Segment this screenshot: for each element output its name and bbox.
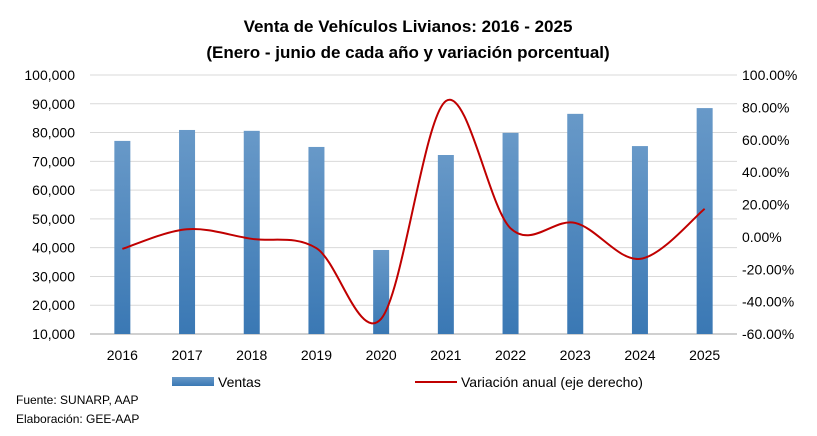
legend: Ventas Variación anual (eje derecho) [172,374,643,390]
variacion-line [122,98,706,324]
x-tick-label: 2021 [430,347,461,363]
right-tick-label: 100.00% [742,67,797,83]
x-tick-label: 2017 [171,347,202,363]
right-tick-label: 60.00% [742,132,789,148]
left-tick-label: 60,000 [32,182,75,198]
right-tick-label: 80.00% [742,99,789,115]
x-tick-label: 2022 [495,347,526,363]
legend-ventas: Ventas [218,374,261,390]
left-tick-label: 80,000 [32,125,75,141]
left-tick-label: 20,000 [32,297,75,313]
prepared-note: Elaboración: GEE-AAP [16,412,139,426]
right-tick-label: -40.00% [742,294,794,310]
right-tick-label: 0.00% [742,229,782,245]
bar-ventas-2025 [696,108,713,334]
x-tick-label: 2018 [236,347,267,363]
chart-title-line1: Venta de Vehículos Livianos: 2016 - 2025 [244,17,573,36]
x-tick-label: 2019 [301,347,332,363]
chart-title-line2: (Enero - junio de cada año y variación p… [206,43,609,62]
bar-ventas-2021 [437,155,454,334]
legend-bar-swatch [172,377,214,386]
right-tick-label: -60.00% [742,326,794,342]
x-tick-label: 2023 [560,347,591,363]
x-tick-label: 2016 [107,347,138,363]
left-tick-label: 100,000 [24,67,75,83]
bar-ventas-2019 [308,146,325,334]
right-tick-label: -20.00% [742,261,794,277]
left-tick-label: 90,000 [32,96,75,112]
left-tick-label: 30,000 [32,268,75,284]
source-note: Fuente: SUNARP, AAP [16,393,139,407]
bar-ventas-2022 [502,132,519,334]
bar-ventas-2016 [114,140,131,334]
right-tick-label: 40.00% [742,164,789,180]
bar-ventas-2020 [373,249,390,334]
x-tick-label: 2020 [366,347,397,363]
bar-ventas-2017 [179,129,196,334]
left-tick-label: 40,000 [32,240,75,256]
x-tick-label: 2025 [689,347,720,363]
bar-ventas-2018 [243,130,260,334]
left-tick-label: 50,000 [32,211,75,227]
legend-variacion: Variación anual (eje derecho) [461,374,643,390]
right-tick-label: 20.00% [742,197,789,213]
bar-ventas-2024 [631,146,648,334]
x-tick-label: 2024 [624,347,655,363]
left-tick-label: 10,000 [32,326,75,342]
left-tick-label: 70,000 [32,153,75,169]
